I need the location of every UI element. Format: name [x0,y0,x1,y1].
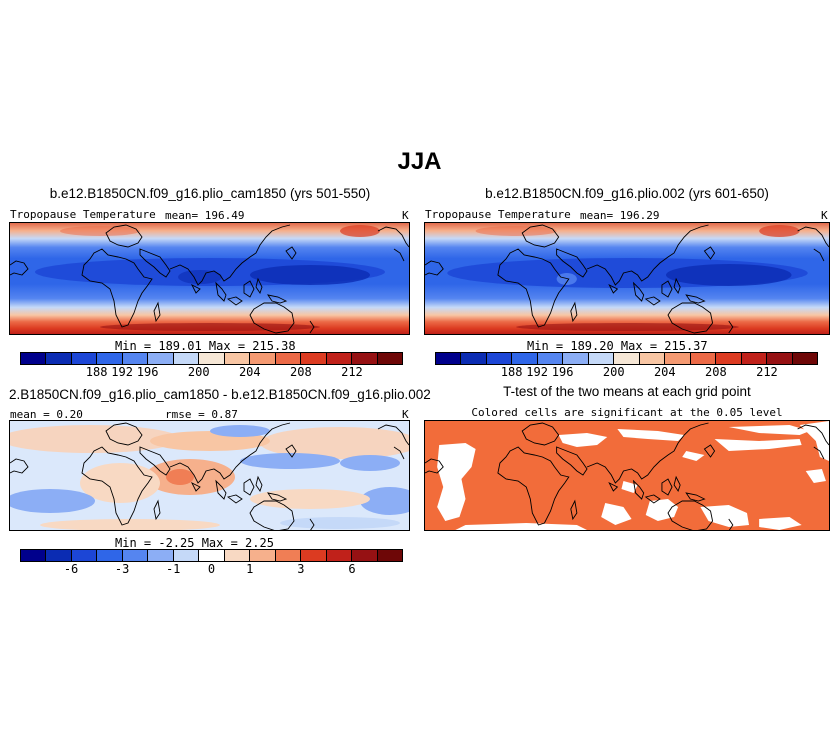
colorbar-swatch [71,353,98,364]
colorbar-swatch [224,550,251,561]
top-right-colorbar [435,352,818,365]
colorbar-swatch [275,550,302,561]
colorbar-swatch [21,353,47,364]
colorbar-tick: 200 [187,365,210,379]
colorbar-swatch [665,353,691,364]
colorbar-tick: 212 [341,365,363,379]
colorbar-swatch [148,353,174,364]
colorbar-tick: 188 [500,365,523,379]
colorbar-tick: -6 [63,562,79,576]
colorbar-swatch [486,353,513,364]
colorbar-swatch [71,550,98,561]
top-right-minmax-label: Min = 189.20 Max = 215.37 [527,339,708,353]
top-right-panel-title: b.e12.B1850CN.f09_g16.plio.002 (yrs 601-… [485,186,769,201]
bottom-left-panel-title: 2.B1850CN.f09_g16.plio_cam1850 - b.e12.B… [9,387,431,402]
colorbar-tick: 200 [602,365,625,379]
colorbar-swatch [224,353,251,364]
colorbar-swatch [21,550,47,561]
colorbar-tick: 188 [85,365,108,379]
top-left-variable-label: Tropopause Temperature [10,208,156,221]
bottom-left-map [9,420,410,531]
colorbar-swatch [122,550,149,561]
colorbar-swatch [97,353,123,364]
colorbar-tick: -1 [165,562,181,576]
colorbar-tick: 208 [705,365,727,379]
colorbar-tick: 192 [111,365,133,379]
colorbar-swatch [250,550,276,561]
colorbar-swatch [461,353,487,364]
colorbar-swatch [122,353,149,364]
colorbar-swatch [301,353,327,364]
colorbar-swatch [614,353,640,364]
colorbar-tick: 0 [207,562,216,576]
colorbar-swatch [639,353,666,364]
colorbar-tick: -3 [114,562,130,576]
colorbar-swatch [199,550,225,561]
top-right-units-label: K [821,209,828,222]
colorbar-swatch [352,550,378,561]
colorbar-swatch [377,550,403,561]
colorbar-swatch [690,353,717,364]
colorbar-swatch [792,353,818,364]
colorbar-swatch [173,550,200,561]
bottom-right-panel-title: T-test of the two means at each grid poi… [503,384,751,399]
colorbar-swatch [173,353,200,364]
colorbar-swatch [767,353,793,364]
colorbar-swatch [563,353,589,364]
bottom-left-units-label: K [402,408,409,421]
top-left-mean-label: mean= 196.49 [165,209,245,222]
top-left-minmax-label: Min = 189.01 Max = 215.38 [115,339,296,353]
colorbar-swatch [588,353,615,364]
colorbar-tick: 204 [653,365,676,379]
colorbar-swatch [377,353,403,364]
colorbar-swatch [46,353,72,364]
colorbar-swatch [250,353,276,364]
colorbar-tick: 1 [246,562,254,576]
colorbar-swatch [512,353,538,364]
bottom-right-subtitle: Colored cells are significant at the 0.0… [471,406,783,419]
colorbar-swatch [46,550,72,561]
colorbar-tick: 196 [136,365,159,379]
top-right-variable-label: Tropopause Temperature [425,208,571,221]
colorbar-swatch [326,353,353,364]
colorbar-swatch [97,550,123,561]
colorbar-tick: 192 [526,365,548,379]
top-left-map [9,222,410,335]
colorbar-swatch [537,353,564,364]
colorbar-tick: 204 [238,365,261,379]
colorbar-swatch [148,550,174,561]
colorbar-swatch [199,353,225,364]
colorbar-swatch [352,353,378,364]
top-left-colorbar-ticks: 188 192 196 200 204 208 212 [20,365,403,381]
figure-title: JJA [397,148,442,175]
top-right-colorbar-ticks: 188 192 196 200 204 208 212 [435,365,818,381]
colorbar-tick: 212 [756,365,778,379]
bottom-left-rmse-label: rmse = 0.87 [165,408,238,421]
colorbar-tick: 6 [348,562,356,576]
colorbar-tick: 208 [290,365,312,379]
top-left-colorbar [20,352,403,365]
top-right-map [424,222,830,335]
colorbar-swatch [436,353,462,364]
top-right-mean-label: mean= 196.29 [580,209,660,222]
bottom-left-colorbar-ticks: -6 -3 -1 0 1 3 6 [20,562,403,578]
colorbar-tick: 3 [297,562,305,576]
colorbar-swatch [716,353,742,364]
top-left-panel-title: b.e12.B1850CN.f09_g16.plio_cam1850 (yrs … [49,186,371,201]
colorbar-swatch [301,550,327,561]
colorbar-swatch [741,353,768,364]
top-left-units-label: K [402,209,409,222]
colorbar-swatch [275,353,302,364]
bottom-right-map [424,420,830,531]
bottom-left-mean-label: mean = 0.20 [10,408,83,421]
colorbar-tick: 196 [551,365,574,379]
bottom-left-minmax-label: Min = -2.25 Max = 2.25 [115,536,274,550]
bottom-left-colorbar [20,549,403,562]
colorbar-swatch [326,550,353,561]
